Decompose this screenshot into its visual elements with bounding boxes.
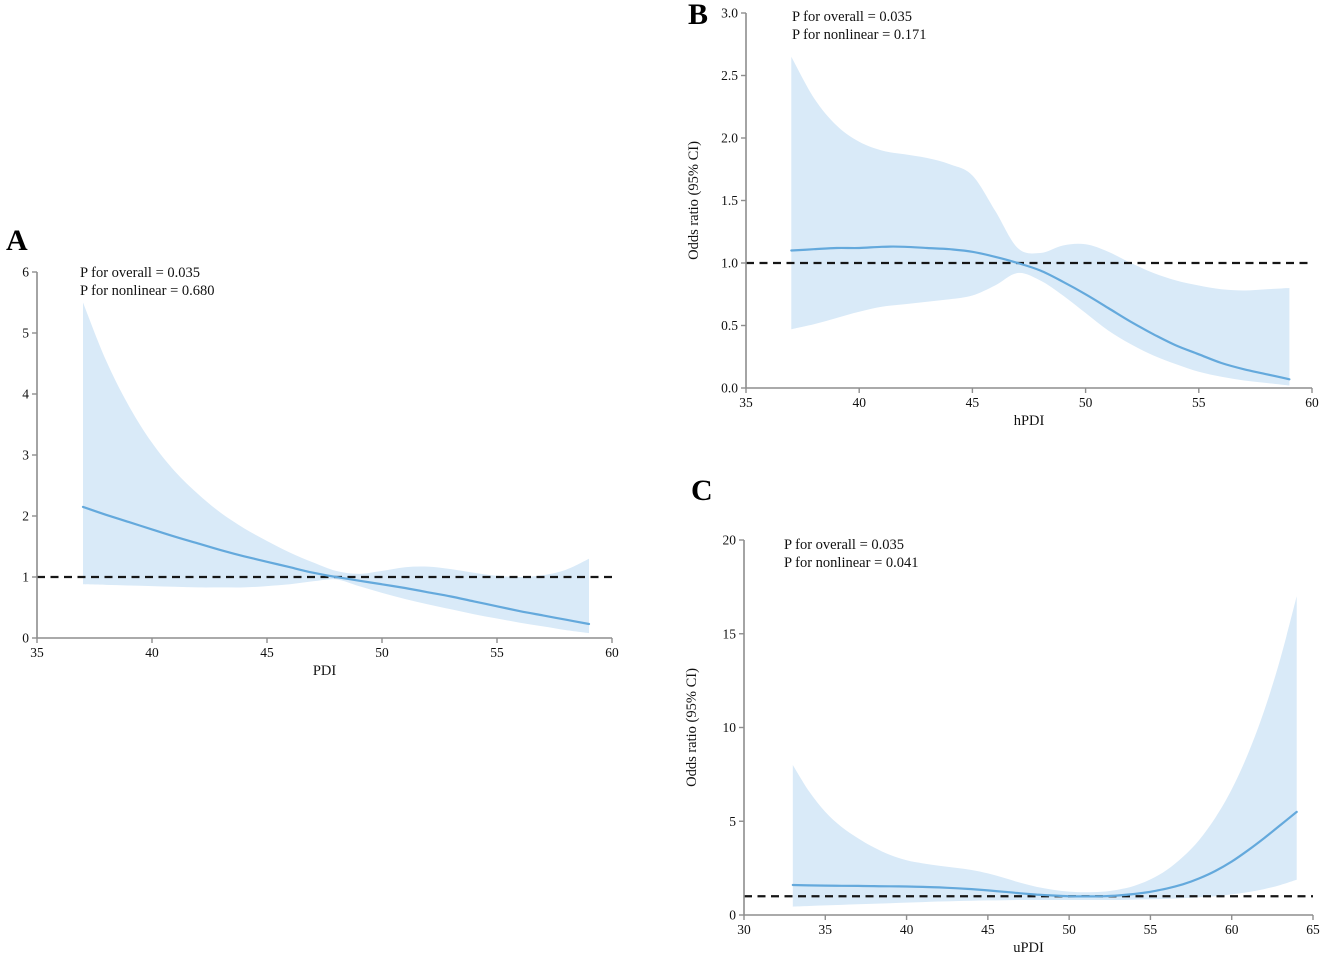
x-tick-label: 40 xyxy=(900,922,914,937)
x-axis-title: uPDI xyxy=(1013,940,1044,953)
x-tick-label: 60 xyxy=(1225,922,1239,937)
x-tick-label: 50 xyxy=(1079,395,1093,410)
panel-a-letter: A xyxy=(6,224,28,257)
x-tick-label: 40 xyxy=(852,395,866,410)
x-tick-label: 45 xyxy=(966,395,980,410)
x-tick-label: 60 xyxy=(1305,395,1319,410)
odds-ratio-curve xyxy=(81,505,591,626)
y-tick-label: 2 xyxy=(22,509,29,524)
panel-b-letter: B xyxy=(688,0,709,31)
y-tick-label: 5 xyxy=(729,814,736,829)
p-overall-text: P for overall = 0.035 xyxy=(792,9,912,25)
x-tick-label: 45 xyxy=(260,645,274,660)
x-tick-label: 35 xyxy=(739,395,753,410)
x-tick-label: 65 xyxy=(1306,922,1320,937)
y-tick-label: 1.5 xyxy=(721,193,738,208)
x-tick-label: 30 xyxy=(737,922,751,937)
y-axis-title: Odds ratio (95% CI) xyxy=(686,141,702,260)
panel-b: B P for overall = 0.035 P for nonlinear … xyxy=(680,0,1325,435)
y-tick-label: 0.5 xyxy=(721,318,738,333)
panel-c-plot: 0 5 10 15 20 30 35 40 45 50 55 60 65 uPDI Odds ratio (… xyxy=(684,533,1320,953)
y-tick-label: 2.5 xyxy=(721,68,738,83)
panel-c-pvalues: P for overall = 0.035 P for nonlinear = … xyxy=(784,537,919,572)
x-tick-label: 55 xyxy=(1192,395,1206,410)
panel-a-plot: 0123456354045505560PDIOdds ratio (95% CI… xyxy=(22,265,619,680)
x-tick-label: 35 xyxy=(819,922,833,937)
x-tick-label: 50 xyxy=(1062,922,1076,937)
y-tick-label: 1 xyxy=(22,570,29,585)
p-overall-text: P for overall = 0.035 xyxy=(80,265,200,281)
x-tick-label: 35 xyxy=(30,645,44,660)
odds-ratio-curve xyxy=(791,810,1298,898)
odds-ratio-curve xyxy=(790,245,1291,381)
x-axis-title: hPDI xyxy=(1014,413,1045,429)
y-tick-label: 1.0 xyxy=(721,256,738,271)
panel-a-pvalues: P for overall = 0.035 P for nonlinear = … xyxy=(80,265,215,300)
y-tick-label: 3 xyxy=(22,448,29,463)
panel-c-letter: C xyxy=(691,474,713,507)
x-tick-label: 40 xyxy=(145,645,159,660)
y-tick-label: 0.0 xyxy=(721,381,738,396)
x-tick-label: 55 xyxy=(490,645,504,660)
y-tick-label: 0 xyxy=(729,908,736,923)
x-axis-title: PDI xyxy=(313,663,337,679)
y-tick-label: 3.0 xyxy=(721,6,738,21)
ci-band xyxy=(83,302,589,634)
y-tick-label: 5 xyxy=(22,326,29,341)
p-nonlinear-text: P for nonlinear = 0.171 xyxy=(792,26,927,43)
y-tick-label: 20 xyxy=(723,533,737,548)
p-overall-text: P for overall = 0.035 xyxy=(784,537,904,553)
x-tick-label: 60 xyxy=(605,645,619,660)
y-tick-label: 6 xyxy=(22,265,29,280)
y-tick-label: 2.0 xyxy=(721,131,738,146)
y-tick-label: 10 xyxy=(723,720,737,735)
panel-a: A P for overall = 0.035 P for nonlinear … xyxy=(0,225,660,690)
p-nonlinear-text: P for nonlinear = 0.041 xyxy=(784,554,919,571)
y-tick-label: 0 xyxy=(22,631,29,646)
y-tick-label: 4 xyxy=(22,387,29,402)
ci-band xyxy=(792,596,1297,907)
panel-b-plot: 0.0 0.5 1.0 1.5 2.0 2.5 3.0 35 40 45 50 55 60 hPDI Odd… xyxy=(686,6,1319,430)
panel-b-pvalues: P for overall = 0.035 P for nonlinear = … xyxy=(792,9,927,44)
y-tick-label: 15 xyxy=(723,626,737,641)
ci-band xyxy=(791,56,1290,386)
x-tick-label: 45 xyxy=(981,922,995,937)
y-axis-title: Odds ratio (95% CI) xyxy=(684,668,700,787)
panel-c: C P for overall = 0.035 P for nonlinear … xyxy=(680,470,1325,953)
p-nonlinear-text: P for nonlinear = 0.680 xyxy=(80,282,215,299)
x-tick-label: 50 xyxy=(375,645,389,660)
x-tick-label: 55 xyxy=(1144,922,1158,937)
